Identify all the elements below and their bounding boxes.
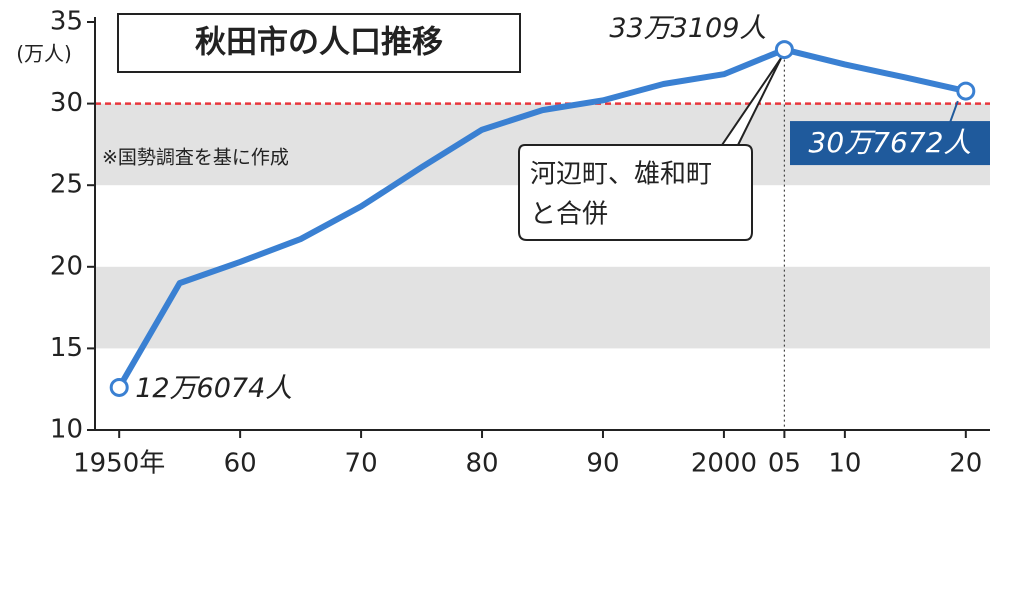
y-unit-label: (万人)	[16, 42, 72, 66]
y-tick-label: 25	[50, 170, 83, 200]
line	[116, 46, 967, 389]
title-box	[117, 13, 521, 73]
chart-title: 秋田市の人口推移	[195, 25, 443, 61]
grid-band	[95, 266, 990, 349]
x-tick-label: 80	[465, 449, 498, 479]
x-tick-label: 70	[345, 449, 378, 479]
x-tick-label: 1950年	[73, 449, 165, 479]
annotation-text: 河辺町、雄和町	[530, 160, 712, 190]
y-tick-label: 10	[50, 415, 83, 445]
note: ※国勢調査を基に作成	[102, 147, 289, 169]
x-tick-label: 10	[828, 449, 861, 479]
value-label-box	[790, 121, 990, 166]
point	[774, 40, 794, 60]
value-label: 30万7672人	[809, 126, 972, 159]
point	[956, 81, 976, 101]
y-tick-label: 30	[50, 88, 83, 118]
x-tick-label: 90	[586, 449, 619, 479]
annotation-text: と合併	[530, 200, 608, 230]
value-label: 12万6074人	[135, 373, 292, 404]
y-tick-label: 35	[50, 7, 83, 37]
x-tick-label: 05	[768, 449, 801, 479]
x-tick-label: 60	[224, 449, 257, 479]
value-label-leader	[948, 100, 959, 124]
y-tick-label: 20	[50, 251, 83, 281]
x-tick-label: 2000	[691, 449, 757, 479]
y-tick-label: 15	[50, 333, 83, 363]
value-label: 33万3109人	[609, 13, 766, 44]
x-tick-label: 20	[949, 449, 982, 479]
point	[109, 377, 129, 397]
